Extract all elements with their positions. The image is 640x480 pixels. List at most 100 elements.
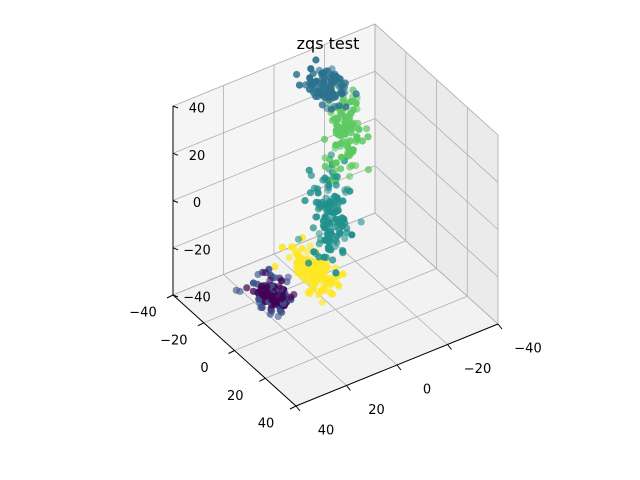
scatter-point [262, 288, 270, 296]
scatter-point [333, 194, 341, 202]
x-tick-mark [447, 344, 452, 350]
scatter-point [315, 240, 323, 248]
z-tick-mark [172, 152, 179, 156]
scatter-point [310, 268, 318, 276]
scatter-point [335, 215, 343, 223]
scatter-point [335, 282, 343, 290]
x-tick-mark [497, 323, 503, 330]
scatter-point [293, 70, 301, 79]
scatter-point [275, 282, 283, 290]
scatter-point [322, 259, 331, 267]
scatter-point [291, 249, 299, 257]
x-tick-mark [346, 385, 351, 391]
scatter-point [329, 160, 337, 168]
x-tick-mark [295, 405, 301, 412]
z-tick-mark [172, 247, 179, 251]
x-tick-label: 40 [318, 424, 335, 439]
scatter-point [329, 256, 337, 264]
scatter-point [320, 135, 329, 143]
scatter-point [301, 197, 309, 205]
x-tick-label: −20 [464, 362, 491, 377]
scatter-point [341, 234, 349, 242]
scatter-point [320, 224, 328, 232]
scatter-point [318, 298, 326, 306]
tick-labels: 40 20 0 −20 −40 40 20 0 −20 −40 40 20 0 −20 −40 [129, 102, 541, 439]
y-tick-mark [166, 294, 174, 299]
scatter-point [321, 213, 329, 221]
scatter-point [354, 119, 362, 127]
y-tick-label: −40 [129, 306, 156, 321]
scatter-point [337, 153, 345, 161]
scatter-point [327, 85, 335, 93]
y-tick-label: 20 [227, 389, 244, 404]
y-tick-label: 0 [200, 361, 208, 376]
scatter-point [357, 218, 365, 226]
scatter-point [346, 172, 354, 180]
scatter-point [271, 262, 279, 271]
scatter-point [334, 123, 342, 131]
scatter-point [312, 56, 320, 64]
scatter-point [316, 203, 324, 211]
scatter-point [364, 133, 372, 141]
y-tick-mark [197, 322, 205, 327]
scatter-point [254, 289, 262, 297]
y-tick-label: −20 [160, 333, 187, 348]
scatter-point [327, 227, 335, 235]
y-tick-label: 40 [258, 417, 275, 432]
scatter-point [321, 162, 329, 170]
scatter-point [355, 125, 363, 133]
scatter-point [335, 102, 343, 110]
scatter-point [328, 290, 336, 298]
scatter-point [263, 283, 271, 291]
grid-line-z-side [374, 118, 499, 230]
scatter-point [324, 186, 332, 194]
scatter-point [298, 261, 306, 269]
scatter-point [349, 148, 357, 156]
scatter-point [328, 215, 336, 223]
scatter-point [322, 266, 330, 274]
scatter-point [358, 137, 366, 145]
scatter-point [266, 276, 274, 284]
z-tick-mark [172, 200, 179, 203]
grid-line-z-side [374, 71, 499, 183]
scatter-point [331, 242, 339, 251]
scatter-point [333, 115, 342, 123]
scatter-point [332, 269, 340, 277]
scatter-point [283, 278, 291, 286]
scatter-point [249, 279, 257, 287]
scatter-point [243, 284, 251, 292]
scatter-point [285, 254, 293, 262]
scatter-point [305, 166, 313, 174]
scatter-point [343, 228, 351, 237]
scatter-point [309, 224, 317, 232]
scatter-point [331, 70, 339, 78]
scatter-point [337, 88, 345, 96]
y-tick-mark [289, 405, 297, 410]
scatter-point [287, 243, 295, 251]
z-tick-label: −20 [183, 243, 210, 258]
y-tick-mark [259, 377, 266, 382]
scatter-point [323, 176, 332, 184]
scatter-point [331, 166, 339, 175]
scatter-point [332, 181, 340, 189]
z-tick-mark [172, 294, 179, 298]
scatter-point [304, 248, 312, 256]
scatter-point [341, 186, 349, 194]
scatter-point [349, 97, 357, 105]
scatter-point [330, 91, 339, 99]
scatter-point [337, 109, 345, 118]
scatter-point [363, 125, 371, 133]
scatter-point [336, 229, 344, 237]
scatter-point [322, 253, 330, 261]
scatter-point [310, 285, 318, 293]
scatter-point [312, 213, 320, 221]
scatter-point [337, 140, 345, 148]
x-tick-mark [396, 364, 402, 371]
z-tick-label: 0 [193, 196, 201, 211]
scatter-point [340, 125, 348, 133]
scatter-point [294, 235, 303, 243]
scatter-point [236, 287, 244, 295]
scatter-point [349, 124, 357, 132]
scatter-point [323, 207, 331, 215]
